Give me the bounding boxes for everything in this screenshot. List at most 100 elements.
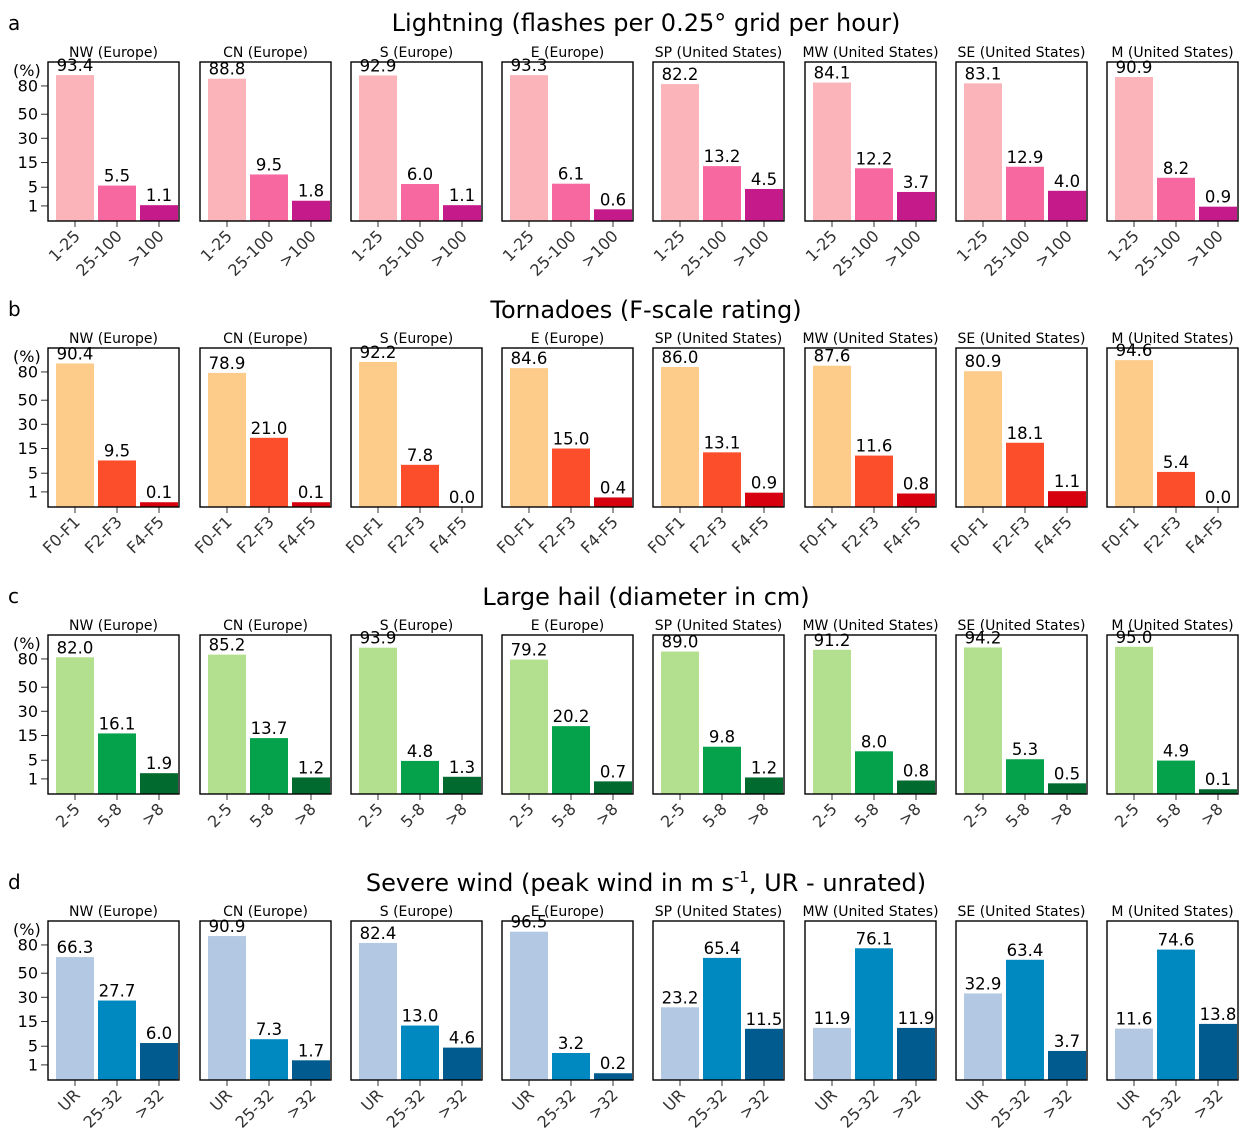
- bar-value-label: 0.0: [1205, 488, 1231, 507]
- bar: [594, 1073, 632, 1080]
- bar: [1157, 177, 1195, 221]
- bar-value-label: 92.9: [360, 56, 397, 75]
- y-tick-label: 80: [18, 649, 38, 668]
- x-tick-label: >32: [888, 1085, 925, 1122]
- bar-value-label: 86.0: [662, 348, 699, 367]
- bar-value-label: 3.2: [558, 1034, 584, 1053]
- y-tick-label: 5: [28, 464, 38, 483]
- bar: [1048, 783, 1086, 794]
- region-subplot: S (Europe) 82.4 UR 13.0 25-32 4.6 >32: [350, 904, 483, 1132]
- bar-value-label: 1.8: [298, 182, 324, 201]
- bar: [140, 773, 178, 794]
- region-title: MW (United States): [802, 904, 938, 920]
- x-tick-label: UR: [962, 1085, 992, 1115]
- bar: [510, 931, 548, 1080]
- region-subplot: SP (United States) 23.2 UR 65.4 25-32 11.5 >32: [652, 904, 785, 1132]
- x-tick-label: F2-F3: [838, 512, 883, 557]
- x-tick-label: 25-32: [232, 1085, 278, 1131]
- subplot-frame: [47, 634, 180, 795]
- x-tick-label: F2-F3: [989, 512, 1034, 557]
- subplot-frame: [350, 634, 483, 795]
- bar: [855, 948, 893, 1080]
- bar: [443, 776, 481, 794]
- bar-value-label: 0.7: [600, 762, 626, 781]
- bar-value-label: 0.1: [1205, 770, 1231, 789]
- x-tick-label: 5-8: [851, 799, 883, 831]
- subplot-frame: [47, 61, 180, 222]
- y-unit-label: (%): [13, 347, 41, 366]
- x-tick-label: 2-5: [355, 799, 387, 831]
- bar: [98, 185, 136, 221]
- bar: [510, 659, 548, 794]
- bar: [1006, 166, 1044, 221]
- bar: [1157, 471, 1195, 507]
- bar: [250, 437, 288, 507]
- panel-letter: b: [8, 297, 21, 321]
- bar-value-label: 82.0: [57, 638, 94, 657]
- region-subplot: CN (Europe) 78.9 F0-F1 21.0 F2-F3 0.1 F4-F5: [191, 331, 332, 557]
- x-tick-label: >8: [1197, 799, 1227, 829]
- bar: [56, 957, 94, 1080]
- region-title: NW (Europe): [69, 331, 158, 347]
- subplot-frame: [804, 347, 937, 508]
- region-title: SP (United States): [655, 904, 783, 920]
- bar-value-label: 18.1: [1007, 424, 1044, 443]
- bar: [98, 460, 136, 507]
- region-subplot: NW (Europe)90.4 F0-F1 9.5 F2-F3 0.1 F4-F5: [39, 331, 180, 557]
- bar: [443, 1047, 481, 1080]
- bar-value-label: 1.2: [298, 758, 324, 777]
- bar-value-label: 89.0: [662, 633, 699, 652]
- subplot-frame: [652, 634, 785, 795]
- bar-value-label: 82.4: [360, 924, 397, 943]
- panel-title: Lightning (flashes per 0.25° grid per ho…: [392, 9, 901, 37]
- bar-value-label: 0.1: [146, 483, 172, 502]
- y-tick-label: 15: [18, 439, 38, 458]
- x-tick-label: >100: [880, 226, 925, 271]
- bar: [964, 83, 1002, 221]
- region-subplot: SP (United States)82.21-2513.225-1004.5>…: [650, 45, 785, 280]
- x-tick-label: UR: [659, 1085, 689, 1115]
- y-tick-label: 30: [18, 129, 38, 148]
- region-subplot: E (Europe) 79.2 2-5 20.2 5-8 0.7 >8: [501, 618, 634, 831]
- bar: [56, 657, 94, 794]
- bar: [745, 1028, 783, 1080]
- x-tick-label: >32: [1190, 1085, 1227, 1122]
- region-subplot: MW (United States) 11.9 UR 76.1 25-32 11.9 >32: [802, 904, 938, 1132]
- subplot-frame: [501, 634, 634, 795]
- region-title: E (Europe): [531, 45, 604, 61]
- x-tick-label: UR: [54, 1085, 84, 1115]
- panel-b: b Tornadoes (F-scale rating) (%) 15 15 30 50 80…: [8, 296, 1239, 557]
- bar: [250, 174, 288, 221]
- bar: [140, 1043, 178, 1080]
- bar-value-label: 7.3: [256, 1020, 282, 1039]
- x-tick-label: F0-F1: [191, 512, 236, 557]
- bar: [855, 455, 893, 507]
- bar: [552, 448, 590, 507]
- subplot-frame: [47, 920, 180, 1081]
- bar: [813, 82, 851, 221]
- bar-value-label: 1.9: [146, 754, 172, 773]
- x-tick-label: >32: [736, 1085, 773, 1122]
- region-subplot: SE (United States) 80.9 F0-F1 18.1 F2-F3 1.1 F…: [947, 331, 1088, 557]
- x-tick-label: >8: [138, 799, 168, 829]
- bar-value-label: 88.8: [209, 60, 246, 79]
- bar-value-label: 84.1: [814, 64, 851, 83]
- bar-value-label: 96.5: [511, 913, 548, 932]
- x-tick-label: F2-F3: [233, 512, 278, 557]
- bar: [359, 75, 397, 221]
- bar-value-label: 79.2: [511, 641, 548, 660]
- x-tick-label: 25-100: [526, 226, 580, 280]
- x-tick-label: >100: [275, 226, 320, 271]
- subplot-frame: [199, 634, 332, 795]
- bar: [56, 75, 94, 221]
- x-tick-label: >100: [123, 226, 168, 271]
- y-tick-label: 30: [18, 702, 38, 721]
- bar-value-label: 1.1: [1054, 472, 1080, 491]
- bar-value-label: 11.5: [746, 1010, 783, 1029]
- bar-value-label: 90.9: [1116, 58, 1153, 77]
- bar: [813, 365, 851, 507]
- bar-value-label: 63.4: [1007, 941, 1044, 960]
